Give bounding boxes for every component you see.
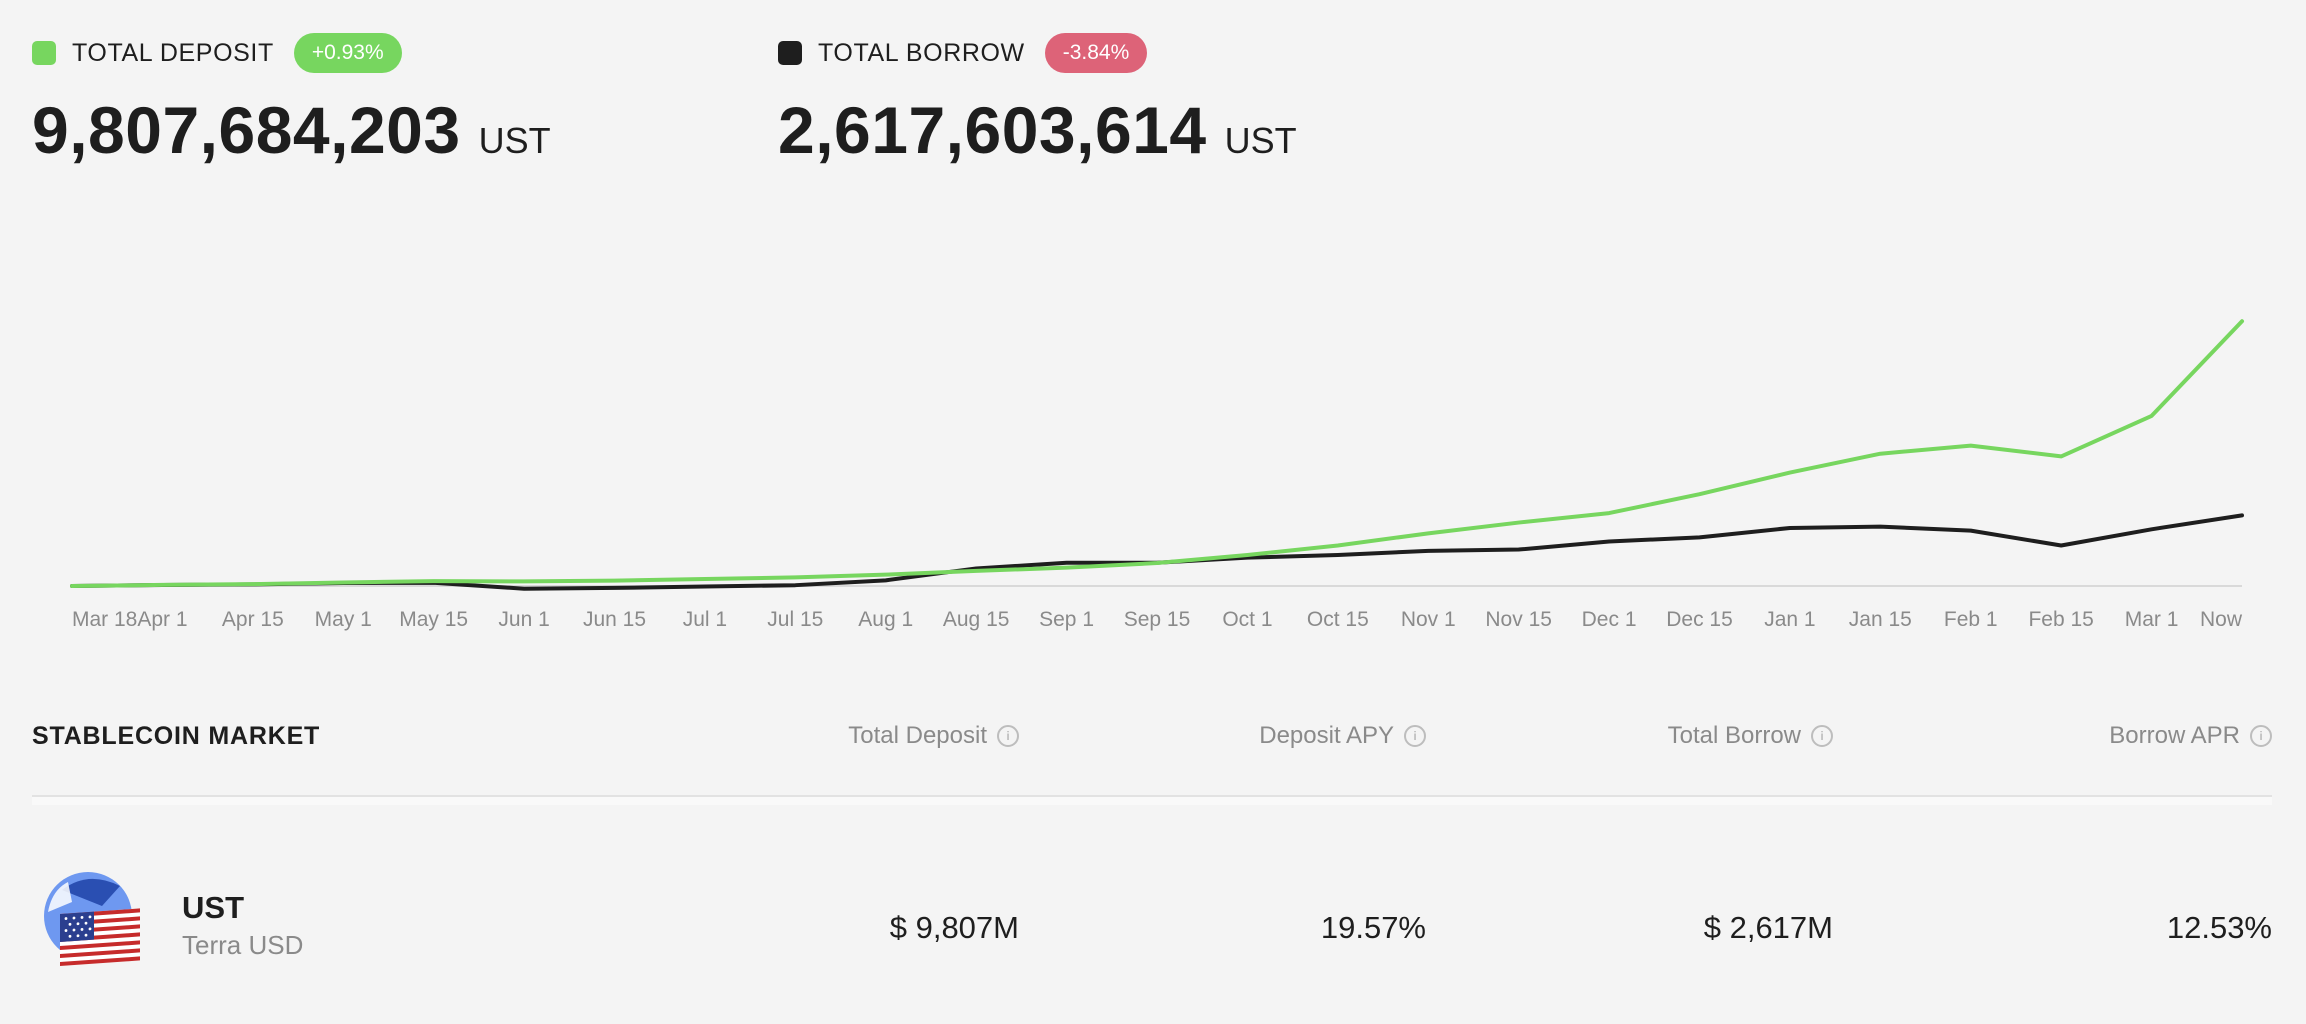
total-borrow-unit: UST — [1224, 120, 1297, 161]
x-tick-label: Oct 1 — [1222, 608, 1272, 631]
x-tick-label: Jul 1 — [683, 608, 727, 631]
col-header-total-borrow[interactable]: Total Borrow i — [1668, 722, 1833, 750]
borrow-change-badge: -3.84% — [1044, 33, 1148, 73]
info-icon[interactable]: i — [2250, 725, 2272, 747]
x-tick-label: Dec 1 — [1582, 608, 1637, 631]
x-tick-label: Oct 15 — [1307, 608, 1369, 631]
x-tick-label: Feb 15 — [2028, 608, 2093, 631]
token-symbol: UST — [182, 890, 244, 925]
total-deposit-stat: TOTAL DEPOSIT +0.93% 9,807,684,203 UST — [32, 30, 551, 168]
deposit-borrow-chart: Mar 18 Apr 1 Apr 15 May 1 May 15 Jun 1 Jun 15 J… — [70, 319, 2244, 631]
deposit-apy-cell: 19.57% — [1320, 910, 1426, 945]
deposit-legend-swatch — [32, 41, 56, 65]
info-icon[interactable]: i — [997, 725, 1019, 747]
x-tick-label: Jun 15 — [583, 608, 646, 631]
x-tick-label: Mar 18 — [72, 608, 137, 631]
x-tick-label: Sep 1 — [1039, 608, 1094, 631]
x-tick-label: Aug 15 — [943, 608, 1010, 631]
x-tick-label: Mar 1 — [2125, 608, 2179, 631]
x-tick-label: May 15 — [399, 608, 468, 631]
table-divider — [32, 795, 2272, 805]
deposit-change-badge: +0.93% — [293, 33, 402, 73]
series-line-total-deposit — [70, 319, 2244, 588]
x-tick-label: Apr 15 — [222, 608, 284, 631]
stablecoin-market-title: STABLECOIN MARKET — [32, 722, 321, 750]
total-borrow-label: TOTAL BORROW — [818, 38, 1025, 67]
x-tick-label: Feb 1 — [1944, 608, 1998, 631]
total-deposit-label: TOTAL DEPOSIT — [72, 38, 274, 67]
total-borrow-value: 2,617,603,614 — [778, 93, 1207, 167]
table-row[interactable]: UST Terra USD $ 9,807M 19.57% $ 2,617M 1… — [0, 860, 2306, 990]
total-borrow-cell: $ 2,617M — [1703, 910, 1833, 945]
x-tick-label: Aug 1 — [858, 608, 913, 631]
x-tick-label: Nov 1 — [1401, 608, 1456, 631]
col-header-total-deposit[interactable]: Total Deposit i — [848, 722, 1019, 750]
borrow-legend-swatch — [778, 41, 802, 65]
x-tick-label: Nov 15 — [1485, 608, 1552, 631]
col-header-borrow-apr[interactable]: Borrow APR i — [2109, 722, 2272, 750]
total-deposit-unit: UST — [478, 120, 551, 161]
x-tick-label: Dec 15 — [1666, 608, 1733, 631]
col-header-deposit-apy[interactable]: Deposit APY i — [1259, 722, 1426, 750]
x-tick-label: May 1 — [315, 608, 372, 631]
total-deposit-cell: $ 9,807M — [889, 910, 1019, 945]
series-line-total-borrow — [70, 513, 2244, 591]
total-deposit-value: 9,807,684,203 — [32, 93, 461, 167]
x-tick-label: Jan 1 — [1764, 608, 1815, 631]
total-borrow-stat: TOTAL BORROW -3.84% 2,617,603,614 UST — [778, 30, 1297, 168]
x-tick-label: Apr 1 — [137, 608, 187, 631]
x-tick-label: Jan 15 — [1849, 608, 1912, 631]
x-tick-label: Jul 15 — [767, 608, 823, 631]
borrow-apr-cell: 12.53% — [2166, 910, 2272, 945]
terra-usd-icon — [44, 872, 140, 967]
info-icon[interactable]: i — [1404, 725, 1426, 747]
token-name: Terra USD — [182, 930, 304, 960]
info-icon[interactable]: i — [1811, 725, 1833, 747]
x-tick-label: Now — [2200, 608, 2243, 631]
x-tick-label: Sep 15 — [1124, 608, 1191, 631]
x-tick-label: Jun 1 — [498, 608, 549, 631]
